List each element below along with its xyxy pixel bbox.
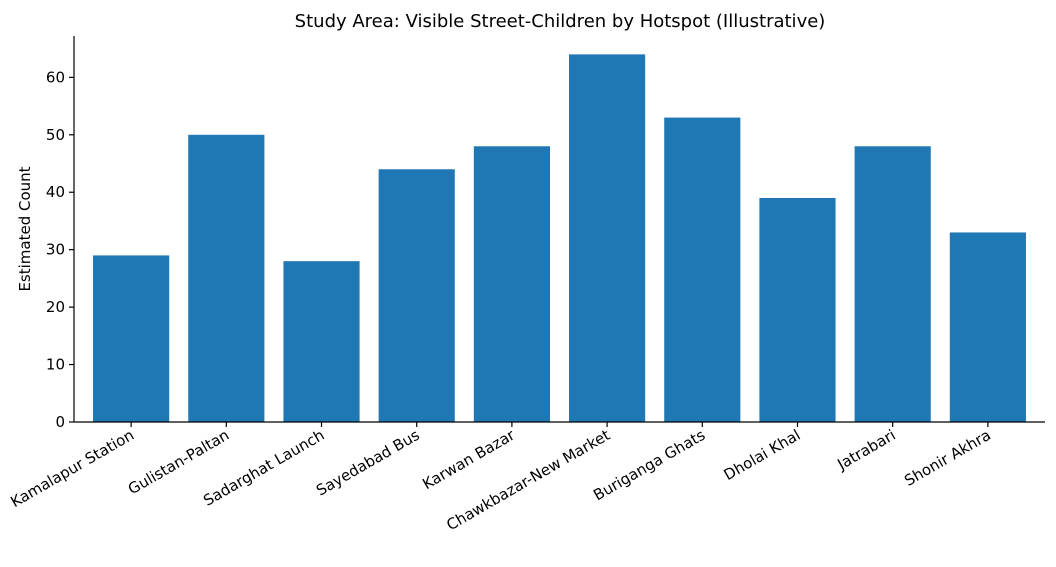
y-tick-label-6: 60 xyxy=(46,68,65,86)
bar-7 xyxy=(664,117,741,422)
y-axis-label: Estimated Count xyxy=(16,166,34,291)
bar-9 xyxy=(854,146,931,423)
chart-title: Study Area: Visible Street-Children by H… xyxy=(295,11,826,32)
bar-1 xyxy=(93,255,170,422)
bar-8 xyxy=(759,197,836,422)
x-tick-label-5: Chawkbazar-New Market xyxy=(443,426,613,534)
bar-2 xyxy=(188,134,265,423)
y-tick-label-2: 20 xyxy=(46,298,65,316)
bar-5 xyxy=(473,146,550,423)
bar-4 xyxy=(378,169,455,422)
x-tick-label-7: Dholai Khal xyxy=(721,426,804,484)
x-tick-label-0: Kamalapur Station xyxy=(8,426,138,511)
y-tick-label-1: 10 xyxy=(46,356,65,374)
y-tick-label-4: 40 xyxy=(46,183,65,201)
x-tick-label-9: Shonir Akhra xyxy=(901,426,994,490)
y-axis: 0 10 20 30 40 50 60 xyxy=(46,36,75,431)
y-tick-label-0: 0 xyxy=(55,413,65,431)
x-axis: Kamalapur StationGulistan-PaltanSadargha… xyxy=(8,421,1045,534)
bar-10 xyxy=(949,232,1026,422)
bar-3 xyxy=(283,261,360,422)
y-tick-label-3: 30 xyxy=(46,241,65,259)
bars-group xyxy=(93,54,1026,423)
x-tick-label-3: Sayedabad Bus xyxy=(313,426,423,500)
bar-6 xyxy=(569,54,646,422)
x-tick-label-8: Jatrabari xyxy=(833,426,898,474)
y-tick-label-5: 50 xyxy=(46,126,65,144)
